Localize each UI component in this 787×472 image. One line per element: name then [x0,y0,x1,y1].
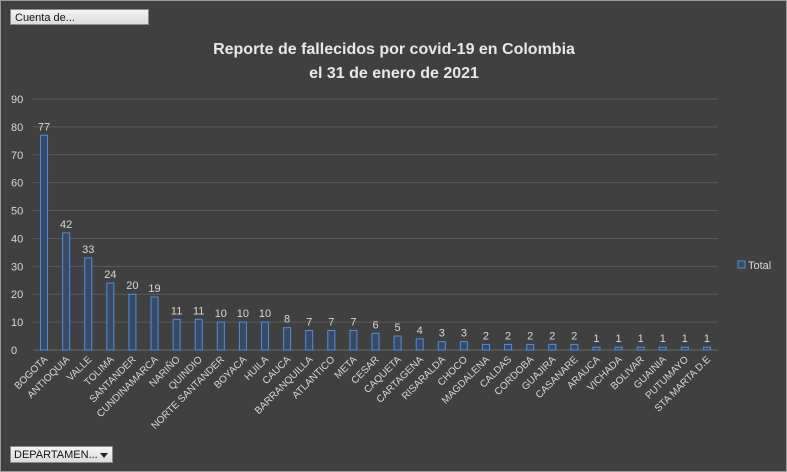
axis-field-label: DEPARTAMEN... [14,449,98,461]
data-label: 2 [571,330,577,342]
data-label: 1 [593,333,599,345]
data-label: 4 [417,325,423,337]
data-label: 5 [395,322,401,334]
bar[interactable] [393,335,402,351]
chart-subtitle: el 31 de enero de 2021 [309,65,479,82]
bars [40,134,711,351]
data-label: 20 [126,280,138,292]
data-label: 1 [682,333,688,345]
y-axis: 0 10 20 30 40 50 60 70 80 90 [11,94,23,357]
x-axis: BOGOTAANTIOQUIAVALLETOLIMASANTANDERCUNDI… [13,353,714,432]
bar[interactable] [636,346,645,351]
bar[interactable] [238,321,247,351]
data-label: 10 [237,308,249,320]
bar[interactable] [261,321,270,351]
data-label: 33 [82,244,94,256]
bar[interactable] [437,341,446,351]
y-tick-label: 80 [11,122,23,134]
chevron-down-icon [100,453,108,458]
legend-label: Total [748,260,771,272]
y-tick-label: 70 [11,150,23,162]
data-label: 7 [306,316,312,328]
legend-swatch [737,260,746,269]
bar[interactable] [62,232,71,351]
bar[interactable] [415,338,424,351]
y-tick-label: 40 [11,233,23,245]
bar[interactable] [40,134,49,351]
bar[interactable] [702,346,711,351]
bar[interactable] [526,343,535,351]
bar[interactable] [481,343,490,351]
y-tick-label: 60 [11,178,23,190]
data-label: 24 [104,269,116,281]
data-label: 2 [483,330,489,342]
data-label: 11 [193,305,204,317]
data-label: 2 [505,330,511,342]
bar[interactable] [194,318,203,351]
bar[interactable] [305,329,314,351]
data-label: 6 [372,319,378,331]
y-tick-label: 0 [11,345,17,357]
bar[interactable] [658,346,667,351]
bar[interactable] [327,329,336,351]
legend[interactable]: Total [737,260,771,272]
data-label: 10 [259,308,271,320]
bar[interactable] [504,343,513,351]
data-label: 7 [328,316,334,328]
bar[interactable] [614,346,623,351]
bar[interactable] [84,257,93,351]
bar[interactable] [371,332,380,351]
bar[interactable] [283,327,292,351]
bar[interactable] [570,343,579,351]
data-label: 1 [704,333,710,345]
bar[interactable] [172,318,181,351]
data-label: 77 [38,121,50,133]
data-label: 1 [660,333,666,345]
axis-field-dropdown[interactable]: DEPARTAMEN... [10,446,113,463]
data-label: 8 [284,314,290,326]
bar[interactable] [216,321,225,351]
data-label: 3 [461,328,467,340]
bar[interactable] [349,329,358,351]
bar[interactable] [150,296,159,351]
data-label: 3 [439,328,445,340]
value-field-button[interactable]: Cuenta de... [10,9,149,25]
data-label: 42 [60,219,72,231]
bar[interactable] [106,282,115,351]
y-tick-label: 90 [11,94,23,106]
y-tick-label: 10 [11,317,23,329]
y-tick-label: 30 [11,261,23,273]
y-tick-label: 20 [11,289,23,301]
bar[interactable] [128,293,137,351]
data-label: 10 [215,308,227,320]
bar[interactable] [459,341,468,351]
y-tick-label: 50 [11,206,23,218]
data-label: 1 [616,333,622,345]
bar[interactable] [592,346,601,351]
data-label: 19 [148,283,160,295]
chart-title: Reporte de fallecidos por covid-19 en Co… [213,41,575,58]
data-label: 11 [171,305,182,317]
data-label: 1 [638,333,644,345]
data-label: 7 [350,316,356,328]
data-label: 2 [549,330,555,342]
data-label: 2 [527,330,533,342]
bar[interactable] [680,346,689,351]
bar[interactable] [548,343,557,351]
